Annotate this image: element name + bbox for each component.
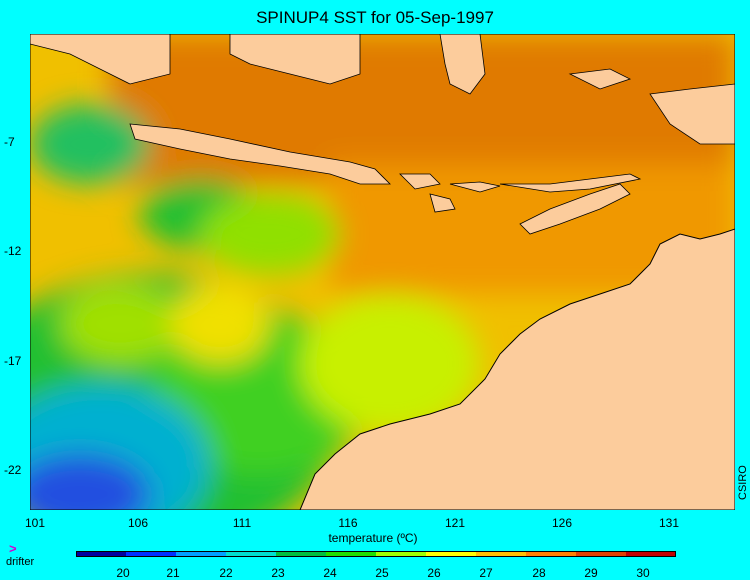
sumatra-land — [30, 34, 171, 85]
colorbar-tick-label: 21 — [166, 566, 180, 580]
borneo-land — [229, 34, 361, 85]
colorbar-segment — [276, 551, 327, 557]
x-tick-label: 106 — [127, 516, 149, 530]
flores-land — [499, 173, 642, 193]
colorbar-tick-label: 22 — [219, 566, 233, 580]
sst-field — [30, 34, 735, 510]
timor-land — [519, 183, 631, 235]
colorbar — [76, 551, 676, 557]
colorbar-tick-label: 25 — [375, 566, 389, 580]
colorbar-tick-label: 24 — [323, 566, 337, 580]
sumba-land — [429, 193, 456, 213]
y-tick-label: -17 — [4, 354, 22, 368]
drifter-label: drifter — [6, 556, 35, 568]
colorbar-segment — [426, 551, 477, 557]
colorbar-tick-label: 27 — [479, 566, 493, 580]
y-tick-label: -22 — [4, 463, 22, 477]
colorbar-segment — [76, 551, 127, 557]
sumbawa-land — [449, 181, 501, 193]
java-land — [129, 123, 391, 185]
colorbar-label: temperature (ºC) — [328, 531, 418, 545]
sst-map — [30, 34, 735, 510]
drifter-symbol: > — [9, 541, 17, 556]
colorbar-frame — [76, 551, 676, 557]
x-tick-label: 121 — [444, 516, 466, 530]
colorbar-tick-label: 23 — [271, 566, 285, 580]
colorbar-segment — [576, 551, 627, 557]
colorbar-segment — [226, 551, 277, 557]
y-tick-label: -12 — [4, 244, 22, 258]
map-title: SPINUP4 SST for 05-Sep-1997 — [256, 8, 494, 27]
x-tick-label: 111 — [232, 516, 252, 530]
x-tick-label: 101 — [24, 516, 46, 530]
australia-land — [299, 228, 735, 510]
land — [30, 34, 735, 235]
colorbar-segment — [526, 551, 577, 557]
x-tick-label: 126 — [551, 516, 573, 530]
sulawesi-land — [439, 34, 486, 95]
x-tick-label: 131 — [658, 516, 680, 530]
new-guinea-land — [649, 83, 735, 145]
colorbar-tick-label: 28 — [532, 566, 546, 580]
colorbar-tick-label: 30 — [636, 566, 650, 580]
y-tick-label: -7 — [4, 135, 15, 149]
colorbar-segment — [326, 551, 377, 557]
credit-label: CSIRO — [737, 465, 749, 500]
colorbar-tick-label: 26 — [427, 566, 441, 580]
colorbar-tick-label: 29 — [584, 566, 598, 580]
colorbar-segment — [626, 551, 676, 557]
colorbar-segment — [376, 551, 427, 557]
colorbar-segment — [126, 551, 177, 557]
colorbar-segment — [476, 551, 527, 557]
bali-lombok-land — [399, 173, 441, 190]
colorbar-segment — [176, 551, 227, 557]
colorbar-tick-label: 20 — [116, 566, 130, 580]
banda-island-land — [568, 68, 632, 90]
x-tick-label: 116 — [338, 516, 358, 530]
